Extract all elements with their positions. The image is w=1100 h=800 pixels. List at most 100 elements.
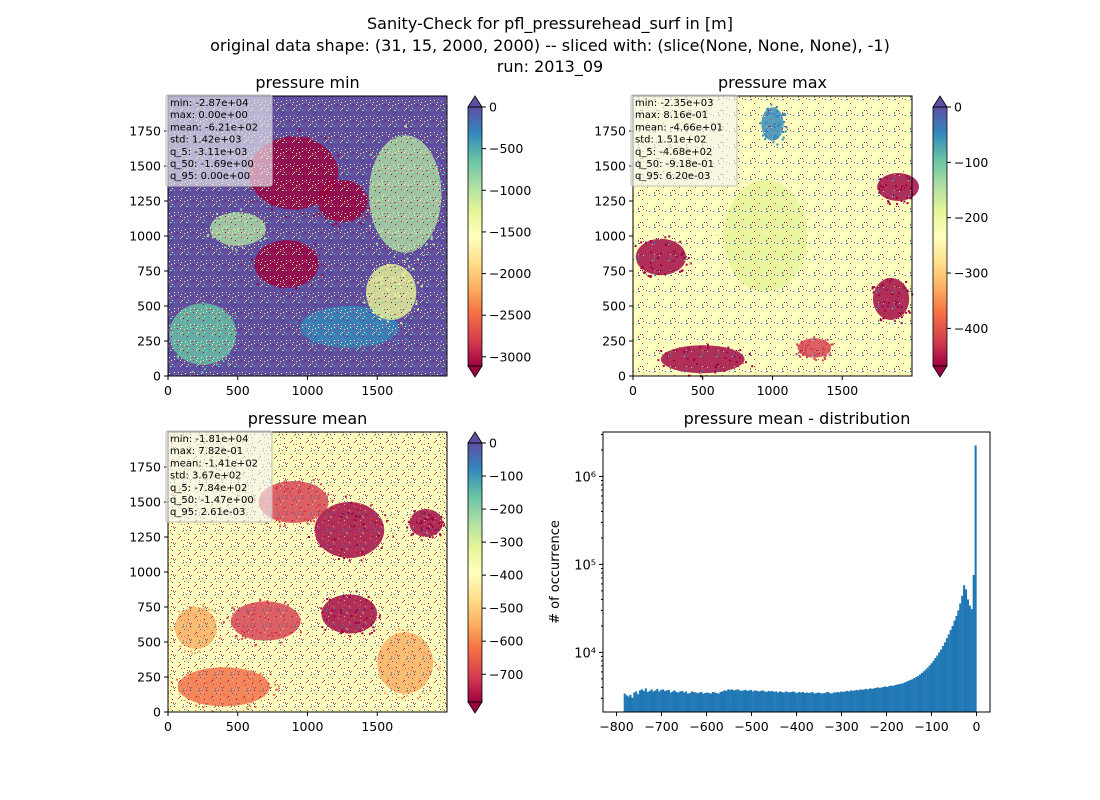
- histogram-bar: [828, 693, 831, 712]
- colorbar-tick-label: 0: [489, 436, 497, 451]
- histogram-bar: [623, 693, 626, 712]
- axes-ticks: 0 500 1000 1500 0 250 500 750 1000 1250 1500 1750: [129, 460, 393, 735]
- histogram-bar: [719, 691, 722, 712]
- colorbar-tick-label: 0: [954, 100, 962, 115]
- histogram-bar: [692, 691, 695, 712]
- histogram-bar: [874, 687, 877, 712]
- histogram-bar: [895, 684, 899, 712]
- colorbar-extend-min: [932, 365, 948, 378]
- histogram-bar: [780, 691, 783, 712]
- stats-box-background: [165, 94, 273, 187]
- histogram-bar: [746, 690, 749, 712]
- x-tick-label: 1000: [757, 383, 789, 398]
- x-tick-label: −700: [644, 719, 678, 734]
- histogram-bar: [805, 692, 808, 712]
- histogram-bar: [809, 692, 812, 712]
- histogram-bar: [663, 690, 667, 712]
- colorbar-tick-label: −200: [954, 210, 988, 225]
- histogram-bar: [656, 688, 659, 712]
- histogram-bar: [886, 686, 889, 712]
- x-tick-label: 1000: [292, 383, 324, 398]
- histogram-bar: [715, 693, 718, 712]
- colorbar-gradient: [933, 107, 947, 366]
- histogram-bar: [644, 688, 647, 712]
- histogram-bar: [963, 585, 966, 712]
- histogram-bar: [725, 690, 728, 712]
- histogram-bar: [813, 693, 816, 712]
- panel-pressure-min: pressure min 0 500 1000 1500 0 250 500 750 1000 1…: [129, 73, 531, 398]
- histogram-bar: [700, 691, 703, 712]
- histogram-bar: [844, 691, 847, 712]
- histogram-bar: [888, 685, 891, 712]
- histogram-bar: [947, 634, 950, 712]
- x-tick-label: −100: [914, 719, 948, 734]
- histogram-bar: [832, 692, 835, 712]
- histogram-bar: [941, 646, 945, 712]
- colorbar-tick-label: −400: [954, 321, 988, 336]
- histogram-bar: [683, 692, 686, 712]
- y-tick-label: 1500: [129, 159, 161, 174]
- panel-pressure-max: pressure max 0 500 1000 1500 0 250 500 750 1000 1…: [594, 73, 988, 398]
- y-tick-label: 10⁶: [574, 470, 596, 485]
- colorbar-tick-label: −2500: [489, 308, 531, 323]
- stats-line: std: 3.67e+02: [170, 471, 242, 482]
- histogram-bar: [763, 691, 766, 712]
- histogram-bar: [970, 609, 973, 712]
- histogram-bar: [717, 693, 720, 712]
- histogram-bar: [736, 689, 739, 712]
- histogram-bar: [917, 675, 920, 712]
- histogram-bar: [679, 691, 682, 712]
- y-tick-label: 500: [137, 299, 161, 314]
- histogram-bar: [698, 692, 701, 712]
- colorbar-tick-label: −600: [489, 634, 523, 649]
- x-tick-label: −400: [779, 719, 813, 734]
- x-tick-label: −800: [599, 719, 633, 734]
- histogram-bar: [773, 691, 776, 712]
- histogram-bar: [803, 693, 807, 712]
- histogram-bar: [637, 694, 640, 712]
- histogram-bar: [823, 693, 826, 712]
- stats-line: max: 7.82e-01: [170, 446, 243, 457]
- histogram-bar: [911, 679, 914, 712]
- x-tick-label: 0: [629, 383, 637, 398]
- histogram-bar: [709, 693, 713, 712]
- histogram-bar: [752, 691, 755, 712]
- y-tick-label: 1250: [129, 530, 161, 545]
- histogram-bar: [673, 690, 676, 712]
- histogram-bar: [853, 690, 856, 712]
- histogram-bar: [848, 691, 851, 712]
- y-tick-label: 750: [137, 264, 161, 279]
- colorbar: 0 −500 −1000 −1500 −2000 −2500 −3000: [467, 95, 531, 378]
- histogram-bar: [669, 692, 672, 712]
- figure-title-line-1: Sanity-Check for pfl_pressurehead_surf i…: [367, 14, 733, 34]
- histogram-bar: [842, 691, 845, 712]
- histogram-bar: [901, 683, 904, 712]
- stats-line: max: 0.00e+00: [170, 110, 248, 121]
- histogram-bar: [727, 689, 730, 712]
- x-tick-label: 0: [164, 719, 172, 734]
- histogram-bar: [953, 620, 956, 712]
- histogram-bar: [754, 690, 757, 712]
- histogram-bar: [708, 693, 711, 712]
- histogram-bar: [694, 692, 697, 712]
- histogram-bar: [880, 687, 883, 712]
- histogram-bar: [792, 691, 795, 712]
- histogram-bar: [826, 691, 830, 712]
- y-tick-label: 1750: [129, 124, 161, 139]
- histogram-bar: [738, 690, 741, 712]
- histogram-bar: [961, 595, 964, 712]
- colorbar-tick-label: −300: [489, 535, 523, 550]
- histogram-bar: [882, 686, 885, 712]
- histogram-bar: [686, 693, 690, 712]
- histogram-bar: [924, 669, 927, 712]
- histogram-bar: [740, 690, 743, 712]
- histogram-bar: [765, 691, 768, 712]
- histogram-bar: [897, 684, 900, 712]
- colorbar-gradient: [468, 443, 482, 702]
- axes-ticks: −800 −700 −600 −500 −400 −300 −200 −100 0 10⁴ 10⁵ 1…: [574, 433, 981, 734]
- histogram-bar: [757, 691, 760, 712]
- histogram-bar: [903, 682, 906, 712]
- stats-line: q_95: 6.20e-03: [635, 171, 710, 182]
- colorbar-extend-min: [467, 701, 483, 714]
